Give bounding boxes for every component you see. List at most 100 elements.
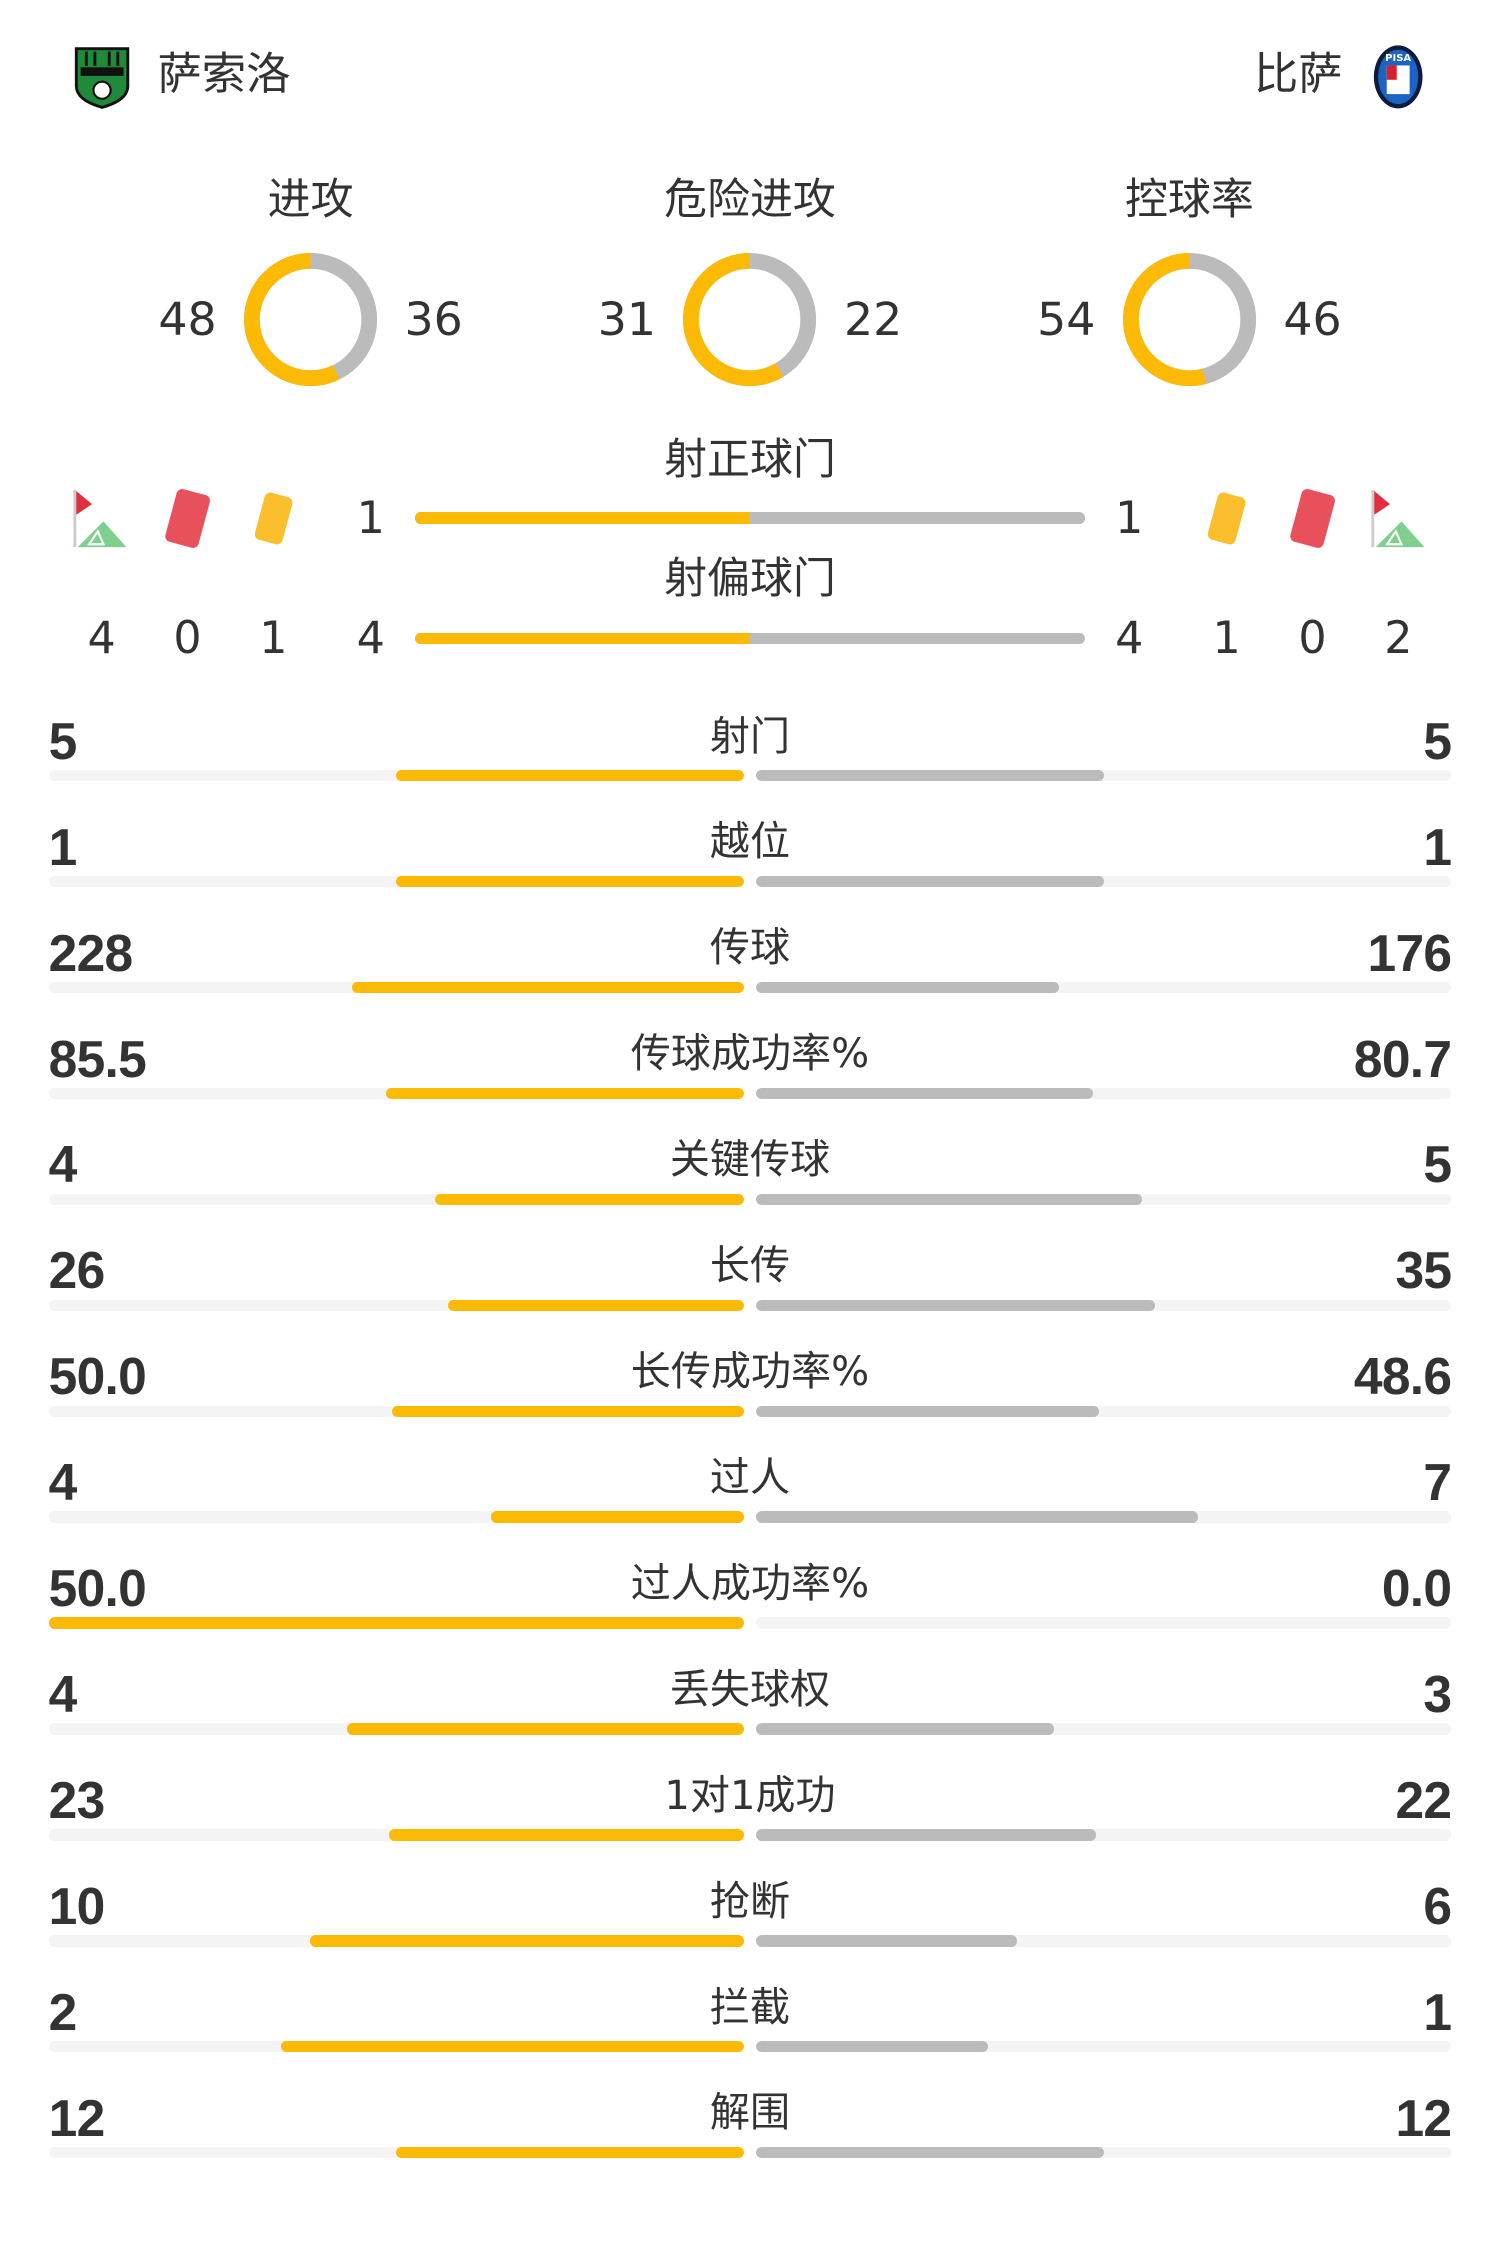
stat-row: 12 解围 12 bbox=[48, 2088, 1452, 2196]
home-yellow-cards: 1 bbox=[259, 612, 288, 664]
stat-away-track bbox=[755, 770, 1452, 782]
stat-home-bar bbox=[346, 1723, 745, 1735]
stat-home-value: 50.0 bbox=[48, 1347, 147, 1406]
donut-home-value: 31 bbox=[597, 291, 657, 346]
stat-home-track bbox=[48, 1935, 745, 1947]
stat-label: 传球 bbox=[709, 925, 791, 972]
stat-home-track bbox=[48, 981, 745, 994]
corner-flag-icon bbox=[72, 489, 126, 547]
stat-home-value: 1 bbox=[48, 817, 78, 876]
stat-row: 4 过人 7 bbox=[48, 1453, 1452, 1560]
stat-home-track bbox=[48, 1193, 745, 1206]
stat-home-value: 50.0 bbox=[48, 1559, 147, 1618]
stat-home-track bbox=[48, 1087, 745, 1100]
stat-away-bar bbox=[755, 981, 1059, 994]
stat-away-track bbox=[755, 1829, 1452, 1841]
stat-home-bar bbox=[351, 981, 745, 994]
stat-row: 4 丢失球权 3 bbox=[48, 1665, 1452, 1772]
stat-away-value: 5 bbox=[1423, 711, 1452, 770]
stat-home-bar bbox=[280, 2041, 745, 2053]
stat-label: 传球成功率% bbox=[630, 1031, 870, 1078]
home-corners: 4 bbox=[87, 612, 116, 664]
stat-away-value: 5 bbox=[1423, 1135, 1452, 1194]
stat-row: 26 长传 35 bbox=[48, 1241, 1452, 1348]
stat-home-bar bbox=[396, 770, 745, 782]
stat-row: 5 射门 5 bbox=[48, 711, 1452, 819]
stat-home-value: 23 bbox=[48, 1770, 106, 1829]
stat-away-value: 80.7 bbox=[1353, 1029, 1452, 1088]
home-shots-off-target: 4 bbox=[356, 612, 385, 664]
stat-home-bar bbox=[309, 1935, 745, 1947]
stat-home-value: 5 bbox=[48, 711, 78, 770]
stat-away-bar bbox=[755, 2041, 988, 2053]
stat-label: 长传成功率% bbox=[630, 1349, 870, 1395]
away-red-cards: 0 bbox=[1298, 612, 1327, 664]
stat-away-value: 1 bbox=[1423, 1982, 1452, 2041]
stat-home-track bbox=[48, 1723, 745, 1735]
stat-away-bar bbox=[755, 1935, 1017, 1947]
red-card-icon bbox=[1290, 488, 1335, 548]
away-team-logo: PISA bbox=[1374, 45, 1423, 109]
stat-home-bar bbox=[391, 1405, 745, 1417]
svg-text:PISA: PISA bbox=[1385, 54, 1411, 65]
donut-home-value: 48 bbox=[158, 291, 217, 346]
stat-row: 2 拦截 1 bbox=[48, 1982, 1452, 2090]
home-red-cards: 0 bbox=[173, 612, 202, 664]
stat-home-value: 10 bbox=[48, 1876, 106, 1935]
away-team-name: 比萨 bbox=[1253, 48, 1343, 100]
stat-away-value: 22 bbox=[1395, 1770, 1452, 1829]
stat-away-value: 0.0 bbox=[1381, 1559, 1452, 1618]
stat-home-track bbox=[48, 1829, 745, 1841]
home-team-logo bbox=[74, 47, 129, 109]
stat-label: 丢失球权 bbox=[669, 1666, 831, 1713]
stat-home-track bbox=[48, 1405, 745, 1417]
shots-on-target-title: 射正球门 bbox=[664, 435, 836, 486]
donut-title: 危险进攻 bbox=[664, 174, 836, 225]
stat-away-value: 12 bbox=[1395, 2088, 1452, 2147]
stat-row: 23 1对1成功 22 bbox=[48, 1770, 1452, 1878]
stat-row: 85.5 传球成功率% 80.7 bbox=[48, 1029, 1452, 1137]
stat-row: 10 抢断 6 bbox=[48, 1876, 1452, 1984]
stat-home-value: 228 bbox=[48, 923, 134, 982]
stat-away-bar bbox=[755, 875, 1104, 888]
stat-label: 越位 bbox=[709, 819, 791, 866]
stat-label: 关键传球 bbox=[669, 1137, 831, 1184]
stat-label: 过人成功率% bbox=[630, 1560, 870, 1607]
yellow-card-icon bbox=[1207, 492, 1246, 545]
stat-away-track bbox=[755, 1511, 1452, 1523]
stat-label: 长传 bbox=[709, 1243, 791, 1290]
stat-home-track bbox=[48, 1617, 745, 1629]
stat-away-value: 1 bbox=[1423, 817, 1452, 876]
stat-home-value: 26 bbox=[48, 1241, 106, 1300]
donut-chart bbox=[244, 252, 378, 386]
shots-off-target-title: 射偏球门 bbox=[664, 554, 836, 605]
stat-away-value: 48.6 bbox=[1353, 1347, 1452, 1406]
stat-home-value: 4 bbox=[48, 1135, 78, 1194]
stat-away-bar bbox=[755, 1405, 1099, 1417]
stat-home-bar bbox=[396, 875, 745, 888]
stat-away-track bbox=[755, 1405, 1452, 1417]
stat-away-track bbox=[755, 1935, 1452, 1947]
stat-home-value: 2 bbox=[48, 1982, 78, 2041]
donut-chart bbox=[683, 252, 817, 386]
stat-away-track bbox=[755, 981, 1452, 994]
stat-home-bar bbox=[396, 2146, 745, 2159]
stat-label: 1对1成功 bbox=[664, 1772, 836, 1819]
stat-home-value: 4 bbox=[48, 1665, 78, 1724]
stat-away-value: 7 bbox=[1423, 1453, 1452, 1512]
shots-off-target-home-fill bbox=[415, 632, 750, 645]
donut-chart bbox=[1122, 252, 1256, 386]
stat-home-bar bbox=[48, 1617, 745, 1629]
stat-away-track bbox=[755, 1299, 1452, 1312]
stat-away-bar bbox=[755, 2146, 1104, 2159]
stat-away-value: 3 bbox=[1423, 1665, 1452, 1724]
donut-home-value: 54 bbox=[1037, 291, 1096, 346]
stat-home-track bbox=[48, 875, 745, 888]
shots-off-target-bar bbox=[415, 632, 1085, 645]
stat-home-bar bbox=[491, 1511, 745, 1523]
stat-away-bar bbox=[755, 770, 1104, 782]
stat-label: 抢断 bbox=[709, 1878, 791, 1925]
stat-home-track bbox=[48, 2146, 745, 2159]
donut-away-value: 36 bbox=[404, 291, 463, 346]
stat-row: 1 越位 1 bbox=[48, 817, 1452, 925]
